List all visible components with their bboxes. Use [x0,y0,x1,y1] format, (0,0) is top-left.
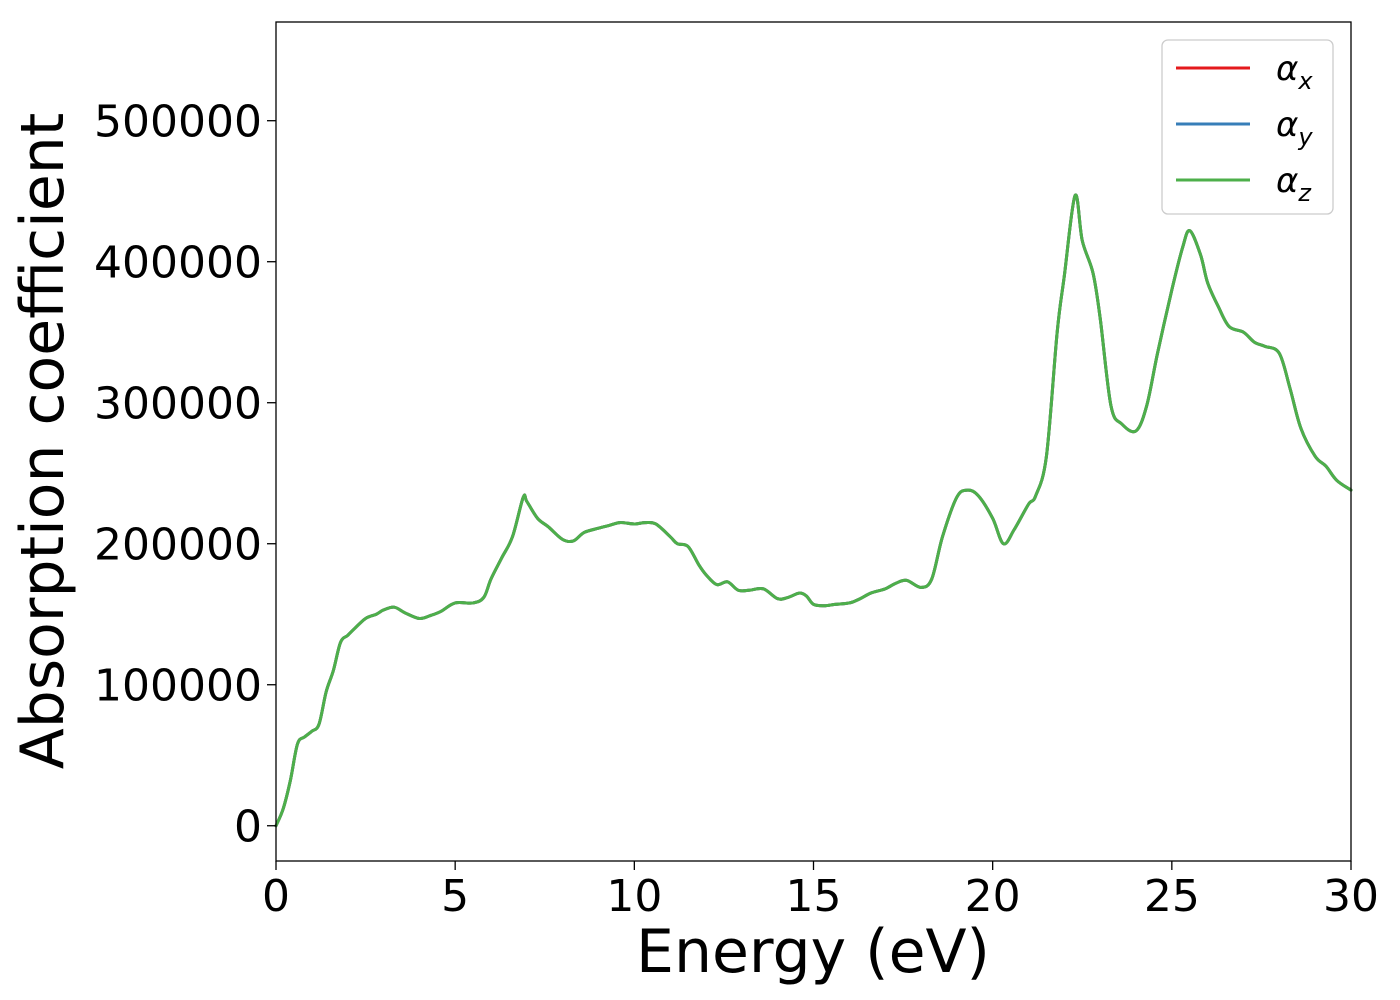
x-axis-ticks: 0 5 10 15 20 25 30 [262,861,1379,922]
y-tick-label: 300000 [94,379,262,430]
series-layer [274,193,1353,828]
x-tick-label: 25 [1144,871,1200,922]
y-tick-label: 200000 [94,520,262,571]
y-axis-ticks: 0 100000 200000 300000 400000 500000 [94,97,276,853]
y-tick-label: 400000 [94,238,262,289]
x-tick-label: 30 [1323,871,1379,922]
x-axis-label: Energy (eV) [636,917,990,987]
x-tick-label: 15 [786,871,842,922]
legend-label-x: αx [1276,49,1313,95]
x-tick-label: 0 [262,871,290,922]
y-tick-label: 500000 [94,97,262,148]
legend-box [1161,39,1334,215]
legend-label-y: αy [1276,105,1313,151]
x-tick-label: 10 [606,871,662,922]
legend: αx αy αz [1161,39,1334,215]
y-tick-label: 100000 [94,661,262,712]
y-axis-label: Absorption coefficient [8,113,78,770]
legend-items: αx αy αz [1176,49,1313,207]
y-tick-label: 0 [234,802,262,853]
x-tick-label: 20 [965,871,1021,922]
x-tick-label: 5 [441,871,469,922]
series-line-z [274,193,1353,828]
legend-label-z: αz [1276,161,1312,207]
